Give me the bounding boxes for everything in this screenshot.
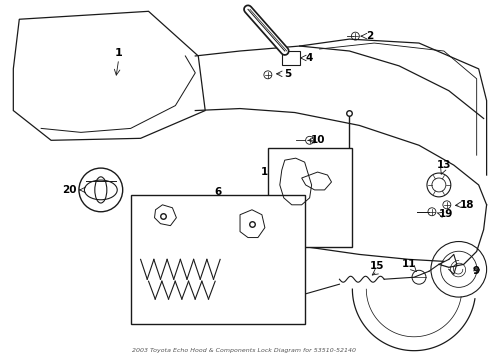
Text: 17: 17 [282, 239, 296, 249]
Text: 6: 6 [214, 187, 222, 197]
Text: 14: 14 [326, 195, 341, 205]
Text: 19: 19 [438, 209, 452, 219]
Text: 16: 16 [260, 167, 275, 177]
Text: 18: 18 [459, 200, 473, 210]
Text: 4: 4 [305, 53, 313, 63]
Text: 2003 Toyota Echo Hood & Components Lock Diagram for 53510-52140: 2003 Toyota Echo Hood & Components Lock … [132, 348, 355, 353]
Text: 11: 11 [401, 259, 415, 269]
Bar [281, 51, 299, 65]
Bar [130, 195, 304, 324]
Text: 2: 2 [365, 31, 372, 41]
Text: 9: 9 [471, 266, 478, 276]
Text: 20: 20 [61, 185, 76, 195]
Text: 10: 10 [310, 135, 324, 145]
Text: 8: 8 [258, 239, 265, 249]
Text: 7: 7 [171, 309, 179, 319]
Text: 1: 1 [115, 48, 122, 58]
Text: 15: 15 [369, 261, 384, 271]
Bar [267, 148, 352, 247]
Text: 5: 5 [284, 69, 291, 79]
Text: 12: 12 [148, 200, 163, 210]
Text: 3: 3 [137, 237, 144, 247]
Text: 13: 13 [436, 160, 450, 170]
